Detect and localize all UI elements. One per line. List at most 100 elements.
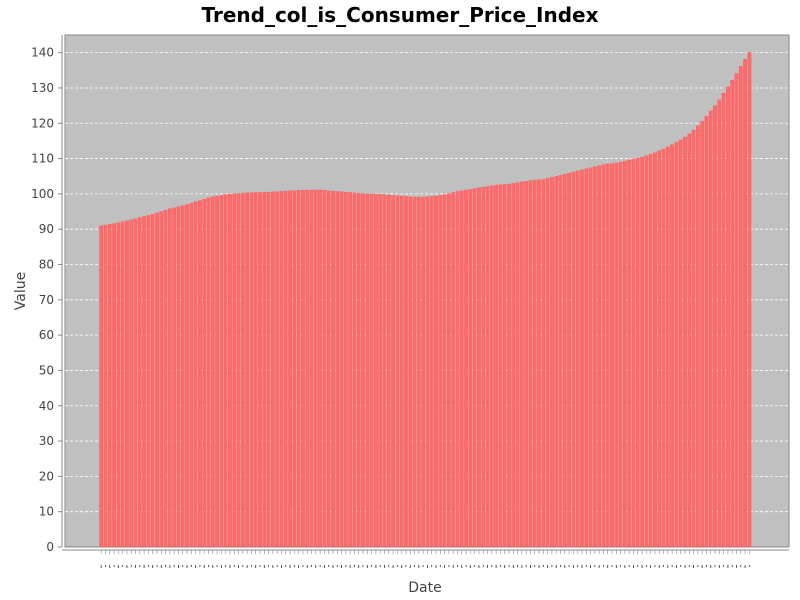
bar: [258, 192, 262, 548]
bar: [635, 158, 640, 548]
bar: [335, 191, 340, 548]
bar: [326, 190, 331, 548]
x-tick-label: [173, 565, 175, 567]
x-tick-label: [448, 565, 450, 567]
x-tick-label: [371, 565, 373, 567]
x-tick-label: [500, 565, 501, 567]
bar: [198, 200, 202, 548]
x-tick-label: [542, 565, 544, 567]
x-tick-label: [225, 565, 227, 567]
bar: [489, 185, 494, 548]
bar: [434, 195, 438, 548]
x-tick-label: [452, 565, 454, 568]
x-tick-label: [147, 565, 149, 567]
x-tick-label: [143, 565, 145, 568]
x-tick-label: [281, 565, 282, 568]
bar: [395, 195, 400, 548]
x-tick-label: [135, 565, 136, 568]
bar: [180, 205, 185, 548]
bar: [691, 129, 696, 548]
bar: [472, 188, 477, 548]
bar: [386, 194, 391, 548]
x-tick-label: [165, 565, 166, 567]
x-tick-label: [482, 565, 484, 567]
bar: [464, 189, 468, 548]
y-tick-label: 40: [39, 399, 54, 413]
bar: [296, 190, 301, 548]
bar: [614, 162, 619, 548]
x-tick-label: [461, 565, 463, 568]
bar: [399, 195, 404, 548]
x-tick-label: [190, 565, 192, 567]
bar: [520, 181, 524, 548]
x-tick-label: [590, 565, 591, 568]
bar: [627, 159, 632, 548]
bar: [232, 193, 237, 548]
x-tick-label: [676, 565, 677, 568]
bar: [425, 196, 430, 548]
x-tick-label: [263, 565, 265, 568]
x-tick-label: [388, 565, 390, 567]
x-tick-label: [409, 565, 411, 568]
x-tick-label: [418, 565, 420, 568]
x-tick-label: [684, 565, 686, 568]
x-tick-label: [272, 565, 274, 568]
bar: [168, 208, 172, 548]
y-tick-label: 70: [39, 293, 54, 307]
x-tick-label: [444, 565, 445, 568]
x-tick-label: [628, 565, 630, 567]
bar: [562, 173, 567, 548]
x-tick-label: [607, 565, 609, 568]
bar: [494, 184, 498, 548]
bar: [678, 139, 683, 548]
x-tick-label: [620, 565, 621, 567]
bar: [215, 195, 219, 548]
x-tick-label: [568, 565, 570, 567]
x-tick-label: [427, 565, 428, 568]
x-tick-label: [109, 565, 111, 568]
bar: [279, 191, 284, 548]
y-tick-label: 0: [46, 540, 54, 554]
x-tick-label: [491, 565, 493, 567]
bar: [507, 183, 511, 548]
x-tick-label: [354, 565, 355, 567]
bar: [378, 194, 383, 548]
y-tick-label: 120: [31, 116, 54, 130]
x-tick-label: [341, 565, 342, 568]
x-tick-label: [581, 565, 583, 568]
bar: [601, 164, 606, 548]
bar: [322, 190, 327, 548]
x-tick-label: [203, 565, 205, 568]
bar: [558, 175, 563, 548]
bar: [313, 189, 318, 548]
x-tick-label: [246, 565, 248, 568]
bar: [726, 86, 730, 548]
bar: [125, 220, 129, 548]
bar: [193, 201, 198, 548]
bar: [683, 136, 687, 548]
x-tick-label: [487, 565, 488, 568]
x-tick-label: [680, 565, 682, 567]
bar: [575, 170, 580, 548]
x-tick-label: [521, 565, 523, 568]
x-tick-label: [182, 565, 184, 567]
y-axis-ticks: 0 10 20 30 40 50 60 70 80 90 100 110 120 130 140: [31, 46, 62, 554]
bar: [421, 196, 425, 548]
x-tick-label: [723, 565, 725, 567]
y-tick-label: 130: [31, 81, 54, 95]
x-tick-label: [439, 565, 441, 567]
x-tick-label: [469, 565, 471, 568]
x-tick-label: [693, 565, 694, 568]
x-tick-label: [710, 565, 712, 568]
y-tick-label: 80: [39, 258, 54, 272]
bar: [528, 180, 533, 548]
bar: [640, 157, 644, 548]
x-tick-label: [714, 565, 716, 567]
x-tick-label: [598, 565, 600, 568]
bar: [537, 179, 541, 548]
x-tick-label: [706, 565, 707, 567]
bar: [112, 223, 116, 548]
x-tick-label: [117, 565, 119, 568]
bar: [747, 52, 752, 548]
x-tick-label: [547, 565, 549, 568]
